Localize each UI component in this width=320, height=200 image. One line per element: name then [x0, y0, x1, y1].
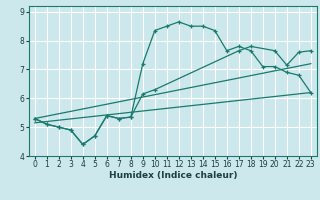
X-axis label: Humidex (Indice chaleur): Humidex (Indice chaleur)	[108, 171, 237, 180]
